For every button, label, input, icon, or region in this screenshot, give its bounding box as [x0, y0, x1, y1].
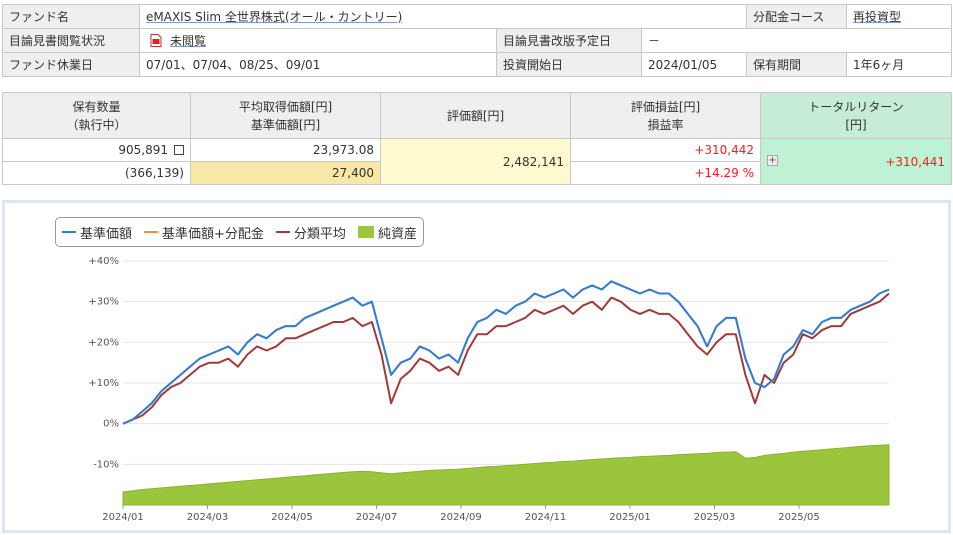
x-tick-label: 2024/05 — [271, 512, 313, 523]
x-tick-label: 2024/07 — [356, 512, 398, 523]
series-nav-line — [122, 280, 890, 425]
y-tick-label: 0% — [103, 419, 119, 430]
total-return-header: トータルリターン [円] — [760, 92, 952, 139]
avg-price-header: 平均取得価額[円] 基準価額[円] — [190, 92, 381, 139]
valuation-value: 2,482,141 — [380, 138, 571, 185]
performance-chart: +40% +30% +20% +10% 0% -10% 2024/01 2024/03 2024… — [2, 200, 951, 533]
series-net-assets-area — [122, 444, 890, 506]
legend-swatch-nav — [62, 231, 76, 233]
pl-header: 評価損益[円] 損益率 — [570, 92, 761, 139]
value-header: 評価額[円] — [380, 92, 571, 139]
x-tick-label: 2025/01 — [609, 512, 651, 523]
x-tick-label: 2024/03 — [187, 512, 229, 523]
y-tick-label: +30% — [88, 297, 119, 308]
x-tick-label: 2025/05 — [778, 512, 820, 523]
fund-holiday-value: 07/01、07/04、08/25、09/01 — [139, 52, 497, 77]
fund-name-label: ファンド名 — [2, 4, 140, 29]
qty-value: 905,891 — [118, 143, 168, 157]
holding-period-label: 保有期間 — [746, 52, 847, 77]
fund-info-table: ファンド名 eMAXIS Slim 全世界株式(オール・カントリー) 分配金コー… — [2, 4, 952, 77]
dividend-course-cell: 再投資型 — [846, 4, 952, 29]
y-tick-label: +10% — [88, 378, 119, 389]
total-return-cell: + +310,441 — [760, 138, 952, 185]
chart-svg: +40% +30% +20% +10% 0% -10% 2024/01 2024/03 2024… — [88, 256, 890, 523]
dividend-course-label: 分配金コース — [746, 4, 847, 29]
legend-swatch-nav-dividend — [144, 231, 159, 233]
prospectus-status-link[interactable]: 未閲覧 — [170, 34, 207, 48]
legend-item-nav-dividend[interactable]: 基準価額+分配金 — [144, 223, 264, 242]
x-tick-label: 2025/03 — [694, 512, 736, 523]
start-date-label: 投資開始日 — [496, 52, 642, 77]
total-return-value: +310,441 — [885, 154, 945, 169]
y-tick-label: +20% — [88, 337, 119, 348]
pl-rate-value: +14.29 % — [570, 161, 761, 185]
prospectus-revision-value: － — [641, 28, 952, 53]
position-table: 保有数量 （執行中） 平均取得価額[円] 基準価額[円] 評価額[円] 評価損益[円… — [2, 92, 952, 185]
holding-period-value: 1年6ヶ月 — [846, 52, 952, 77]
qty-pending-value: (366,139) — [2, 161, 191, 185]
start-date-value: 2024/01/05 — [641, 52, 747, 77]
prospectus-status-cell: 未閲覧 — [139, 28, 497, 53]
pdf-icon[interactable] — [150, 34, 162, 47]
prospectus-revision-label: 目論見書改版予定日 — [496, 28, 642, 53]
y-tick-label: -10% — [93, 459, 119, 470]
chart-legend: 基準価額 基準価額+分配金 分類平均 純資産 — [55, 217, 424, 247]
fund-holiday-label: ファンド休業日 — [2, 52, 140, 77]
series-category-average-line — [122, 292, 890, 425]
legend-item-net-assets[interactable]: 純資産 — [357, 223, 417, 242]
pl-value: +310,442 — [570, 138, 761, 162]
prospectus-status-label: 目論見書閲覧状況 — [2, 28, 140, 53]
nav-value: 27,400 — [190, 161, 381, 185]
checkbox-icon[interactable] — [174, 145, 184, 155]
x-tick-label: 2024/01 — [102, 512, 144, 523]
qty-value-cell: 905,891 — [2, 138, 191, 162]
series-nav-dividend-line — [122, 280, 890, 425]
dividend-course-link[interactable]: 再投資型 — [853, 10, 902, 24]
qty-header: 保有数量 （執行中） — [2, 92, 191, 139]
legend-swatch-assets — [357, 226, 374, 238]
y-tick-label: +40% — [88, 256, 119, 267]
avg-cost-value: 23,973.08 — [190, 138, 381, 162]
legend-swatch-category — [275, 231, 290, 233]
legend-item-category-average[interactable]: 分類平均 — [275, 223, 346, 242]
expand-plus-icon[interactable]: + — [767, 154, 778, 166]
legend-item-nav[interactable]: 基準価額 — [62, 223, 132, 242]
fund-name-cell: eMAXIS Slim 全世界株式(オール・カントリー) — [139, 4, 747, 29]
fund-name-link[interactable]: eMAXIS Slim 全世界株式(オール・カントリー) — [146, 10, 403, 24]
x-tick-label: 2024/09 — [440, 512, 482, 523]
x-tick-label: 2024/11 — [525, 512, 567, 523]
